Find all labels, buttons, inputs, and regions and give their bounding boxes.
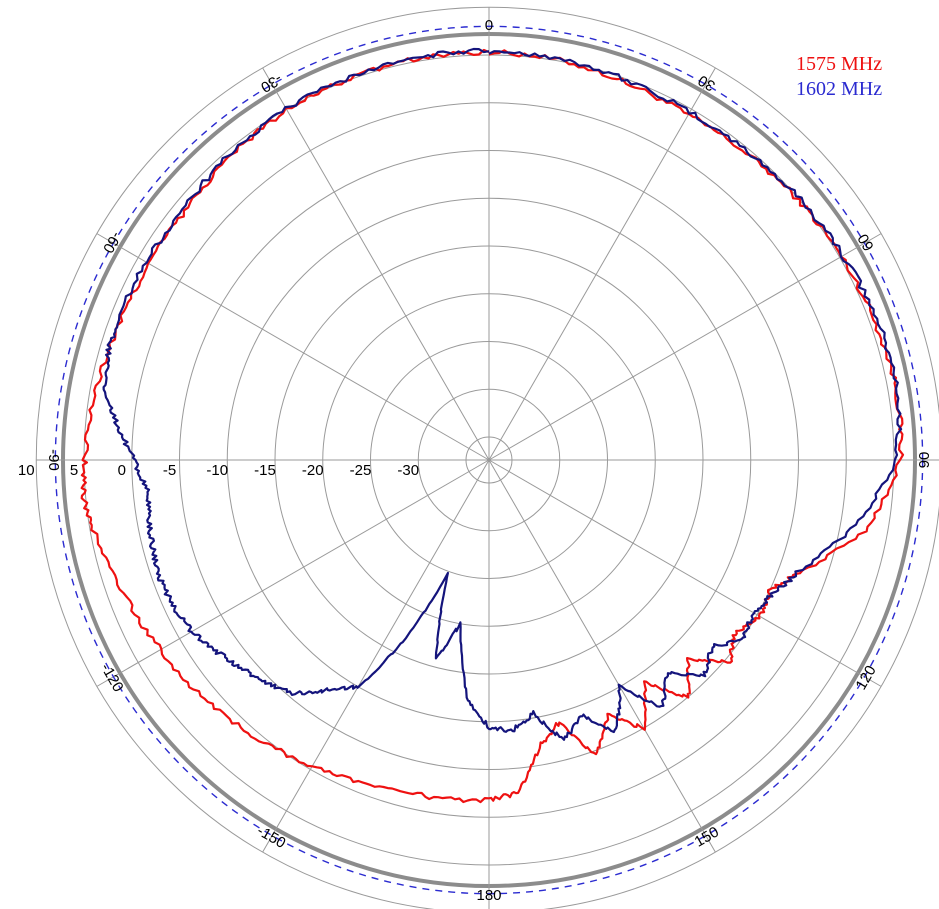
angle-tick-label: 60 bbox=[855, 231, 878, 254]
grid-spoke bbox=[96, 233, 490, 461]
series-lines bbox=[80, 47, 905, 804]
grid-spoke bbox=[262, 459, 490, 853]
angle-tick-label: -60 bbox=[99, 229, 125, 256]
legend-entry-1602: 1602 MHz bbox=[796, 78, 883, 100]
reference-dashed-circle bbox=[54, 25, 924, 895]
radial-tick-labels: -30 -25 -20 -15 -10 -5 0 5 10 bbox=[18, 462, 419, 479]
angle-tick-label: -150 bbox=[254, 822, 289, 852]
radial-tick-label: -25 bbox=[350, 462, 372, 479]
radial-tick-label: -10 bbox=[206, 462, 228, 479]
grid-spoke bbox=[488, 233, 882, 461]
angle-tick-label: 0 bbox=[485, 16, 493, 33]
angle-tick-label: 30 bbox=[695, 71, 718, 94]
grid-spoke bbox=[488, 67, 716, 461]
grid-spoke bbox=[488, 459, 882, 687]
angle-tick-label: -30 bbox=[258, 70, 285, 96]
radial-tick-label: -20 bbox=[302, 462, 324, 479]
grid-spoke bbox=[488, 459, 716, 853]
radial-tick-label: -5 bbox=[163, 462, 176, 479]
series-line-1575-mhz bbox=[80, 48, 905, 804]
radial-tick-label: 10 bbox=[18, 462, 35, 479]
angle-tick-label: 90 bbox=[916, 452, 933, 469]
radial-tick-label: -15 bbox=[254, 462, 276, 479]
angle-tick-label: 180 bbox=[476, 887, 501, 904]
radial-tick-label: -30 bbox=[397, 462, 419, 479]
chart-legend: 1575 MHz 1602 MHz bbox=[796, 52, 882, 102]
radial-tick-label: 0 bbox=[118, 462, 126, 479]
grid-spoke bbox=[96, 459, 490, 687]
radial-tick-label: 5 bbox=[70, 462, 78, 479]
reference-circle bbox=[54, 25, 924, 895]
angle-tick-label: -90 bbox=[45, 449, 62, 471]
angle-spokes bbox=[36, 7, 939, 909]
legend-entry-1575: 1575 MHz bbox=[796, 53, 883, 75]
angle-tick-label: 120 bbox=[853, 663, 880, 693]
angle-tick-label: -120 bbox=[97, 660, 127, 695]
angle-tick-label: 150 bbox=[692, 824, 722, 851]
series-line-1602-mhz bbox=[102, 47, 903, 741]
grid-spoke bbox=[262, 67, 490, 461]
